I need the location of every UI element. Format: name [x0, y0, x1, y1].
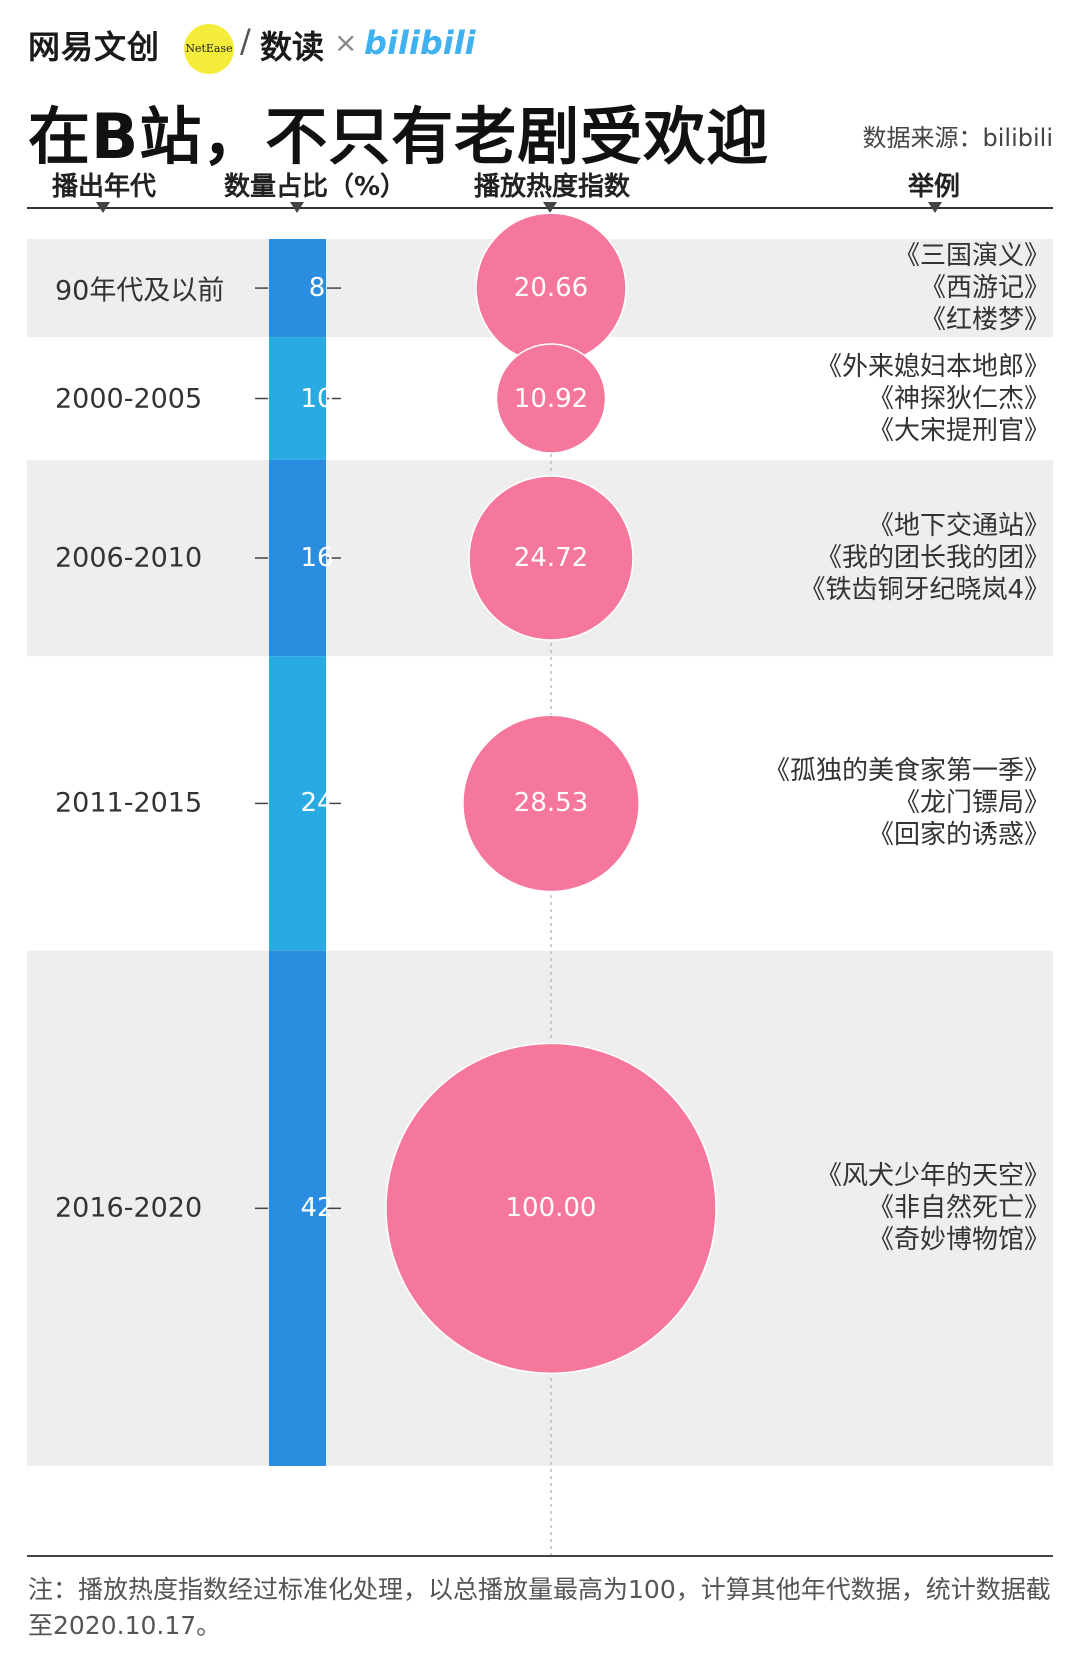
example-list: 《地下交通站》 《我的团长我的团》 《铁齿铜牙纪晓岚4》	[799, 510, 1050, 606]
share-ticks	[255, 287, 341, 1210]
column-marker-era	[96, 202, 110, 213]
share-bar	[269, 950, 326, 1466]
heat-value-label: 100.00	[505, 1193, 597, 1224]
example-list: 《三国演义》 《西游记》 《红楼梦》	[894, 240, 1050, 336]
column-header-share: 数量占比（%）	[224, 172, 407, 202]
share-bar	[269, 459, 326, 657]
example-title: 《孤独的美食家第一季》	[763, 756, 1050, 787]
heat-bubble	[385, 1042, 717, 1375]
heat-bubble	[468, 475, 634, 641]
example-title: 《外来媳妇本地郎》	[815, 351, 1050, 382]
share-value-label: 24	[300, 788, 334, 819]
example-title: 《三国演义》	[893, 241, 1050, 272]
era-label: 2016-2020	[55, 1192, 203, 1224]
column-header-examples: 举例	[908, 172, 961, 202]
example-title: 《大宋提刑官》	[867, 415, 1050, 446]
share-bar	[269, 337, 326, 460]
share-value-label: 10	[300, 383, 334, 414]
share-bar	[269, 656, 326, 951]
example-title: 《回家的诱惑》	[867, 820, 1050, 851]
share-value-label: 8	[308, 273, 326, 304]
example-list: 《风犬少年的天空》 《非自然死亡》 《奇妙博物馆》	[816, 1160, 1050, 1256]
chart-title: 在B站，不只有老剧受欢迎	[28, 100, 770, 173]
share-value-label: 16	[300, 543, 334, 574]
era-label: 2000-2005	[55, 383, 203, 414]
column-marker-heat	[543, 202, 557, 213]
column-header-heat: 播放热度指数	[474, 172, 631, 202]
shudu-logo: 数读	[260, 28, 325, 66]
heat-bubble	[495, 343, 607, 454]
column-marker-examples	[928, 202, 942, 213]
heat-value-label: 24.72	[513, 543, 589, 574]
example-title: 《铁齿铜牙纪晓岚4》	[799, 575, 1050, 606]
example-title: 《西游记》	[919, 273, 1050, 304]
example-title: 《红楼梦》	[919, 305, 1050, 336]
netease-badge: NetEase	[184, 24, 234, 74]
example-list: 《孤独的美食家第一季》 《龙门镖局》 《回家的诱惑》	[764, 755, 1050, 851]
heat-bubbles	[385, 212, 717, 1375]
bottom-rule	[27, 1555, 1053, 1557]
example-title: 《地下交通站》	[867, 511, 1050, 542]
era-label: 2011-2015	[55, 787, 203, 819]
example-title: 《神探狄仁杰》	[867, 383, 1050, 414]
brand-slash: /	[240, 22, 251, 60]
netease-logo: 网易文创	[28, 28, 161, 66]
example-title: 《我的团长我的团》	[815, 543, 1050, 574]
data-source: 数据来源：bilibili	[862, 124, 1053, 152]
heat-value-label: 28.53	[513, 788, 589, 819]
era-label: 90年代及以前	[55, 275, 225, 307]
example-title: 《非自然死亡》	[867, 1193, 1050, 1224]
era-label: 2006-2010	[55, 542, 203, 574]
share-bar	[269, 239, 326, 338]
column-marker-share	[290, 202, 304, 213]
example-title: 《奇妙博物馆》	[867, 1225, 1050, 1256]
share-bars	[269, 239, 326, 1466]
example-title: 《龙门镖局》	[893, 788, 1050, 819]
column-header-era: 播出年代	[52, 172, 157, 202]
share-value-label: 42	[300, 1193, 334, 1224]
heat-bubble	[462, 714, 640, 893]
footnote: 注：播放热度指数经过标准化处理，以总播放量最高为100，计算其他年代数据，统计数…	[28, 1575, 1051, 1640]
header-rule	[27, 207, 1053, 209]
example-title: 《风犬少年的天空》	[815, 1161, 1050, 1192]
heat-value-label: 20.66	[513, 273, 589, 304]
heat-value-label: 10.92	[513, 383, 589, 414]
brand-header: 网易文创 NetEase / 数读 × bilibili	[28, 22, 528, 74]
example-list: 《外来媳妇本地郎》 《神探狄仁杰》 《大宋提刑官》	[816, 351, 1050, 447]
bilibili-logo: bilibili	[364, 24, 476, 62]
cross-icon: ×	[334, 26, 358, 59]
